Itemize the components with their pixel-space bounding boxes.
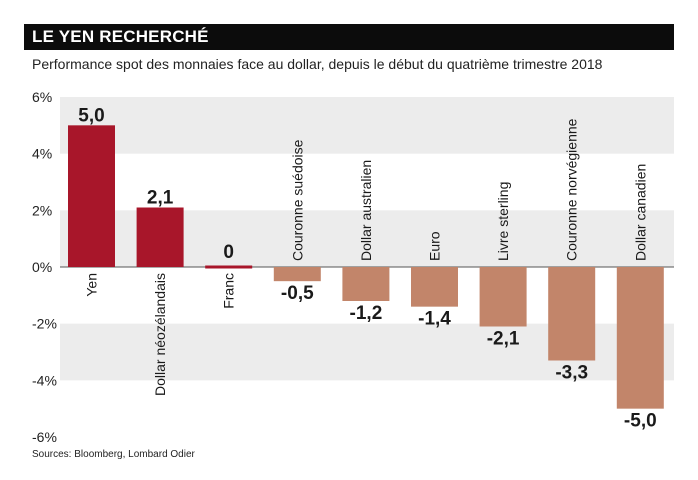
data-label: -3,3	[555, 363, 588, 384]
bar	[342, 267, 390, 301]
grid-band	[60, 97, 674, 154]
y-tick-label: -4%	[32, 372, 57, 388]
category-label: Couronne norvégienne	[564, 118, 580, 261]
bar	[616, 267, 664, 409]
data-label: -0,5	[281, 283, 314, 304]
category-label: Dollar australien	[358, 160, 374, 261]
chart-title: LE YEN RECHERCHÉ	[32, 27, 209, 46]
data-label: 5,0	[78, 105, 104, 126]
bar	[68, 125, 115, 267]
data-label: 0	[223, 242, 234, 263]
y-tick-label: 6%	[32, 89, 52, 105]
category-label: Couronne suédoise	[289, 139, 305, 261]
bar	[273, 267, 321, 282]
source-note: Sources: Bloomberg, Lombard Odier	[32, 449, 195, 460]
y-tick-label: 4%	[32, 146, 52, 162]
bar	[136, 207, 184, 267]
category-label: Livre sterling	[495, 182, 511, 261]
category-label: Franc	[221, 273, 237, 309]
y-tick-label: -6%	[32, 429, 57, 445]
category-label: Dollar canadien	[632, 164, 648, 261]
chart-subtitle: Performance spot des monnaies face au do…	[32, 56, 603, 72]
category-label: Yen	[84, 273, 100, 297]
bar	[548, 267, 596, 361]
category-label: Dollar néozélandais	[152, 273, 168, 396]
bar	[479, 267, 527, 327]
title-bar: LE YEN RECHERCHÉ	[24, 24, 674, 50]
category-label: Euro	[427, 231, 443, 261]
y-tick-label: -2%	[32, 316, 57, 332]
y-tick-label: 0%	[32, 259, 52, 275]
data-label: -1,2	[350, 303, 383, 324]
data-label: -1,4	[418, 309, 451, 330]
data-label: -2,1	[487, 329, 520, 350]
bar	[205, 265, 253, 269]
data-label: 2,1	[147, 188, 174, 209]
data-label: -5,0	[624, 411, 657, 432]
bar	[411, 267, 458, 307]
y-tick-label: 2%	[32, 202, 52, 218]
